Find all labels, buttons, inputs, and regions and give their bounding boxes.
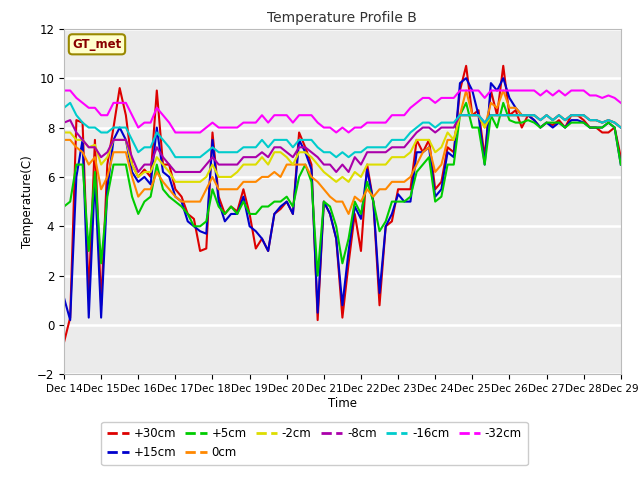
X-axis label: Time: Time: [328, 397, 357, 410]
Text: GT_met: GT_met: [72, 38, 122, 51]
Title: Temperature Profile B: Temperature Profile B: [268, 11, 417, 25]
Y-axis label: Temperature(C): Temperature(C): [21, 155, 34, 248]
Legend: +30cm, +15cm, +5cm, 0cm, -2cm, -8cm, -16cm, -32cm: +30cm, +15cm, +5cm, 0cm, -2cm, -8cm, -16…: [101, 421, 528, 465]
